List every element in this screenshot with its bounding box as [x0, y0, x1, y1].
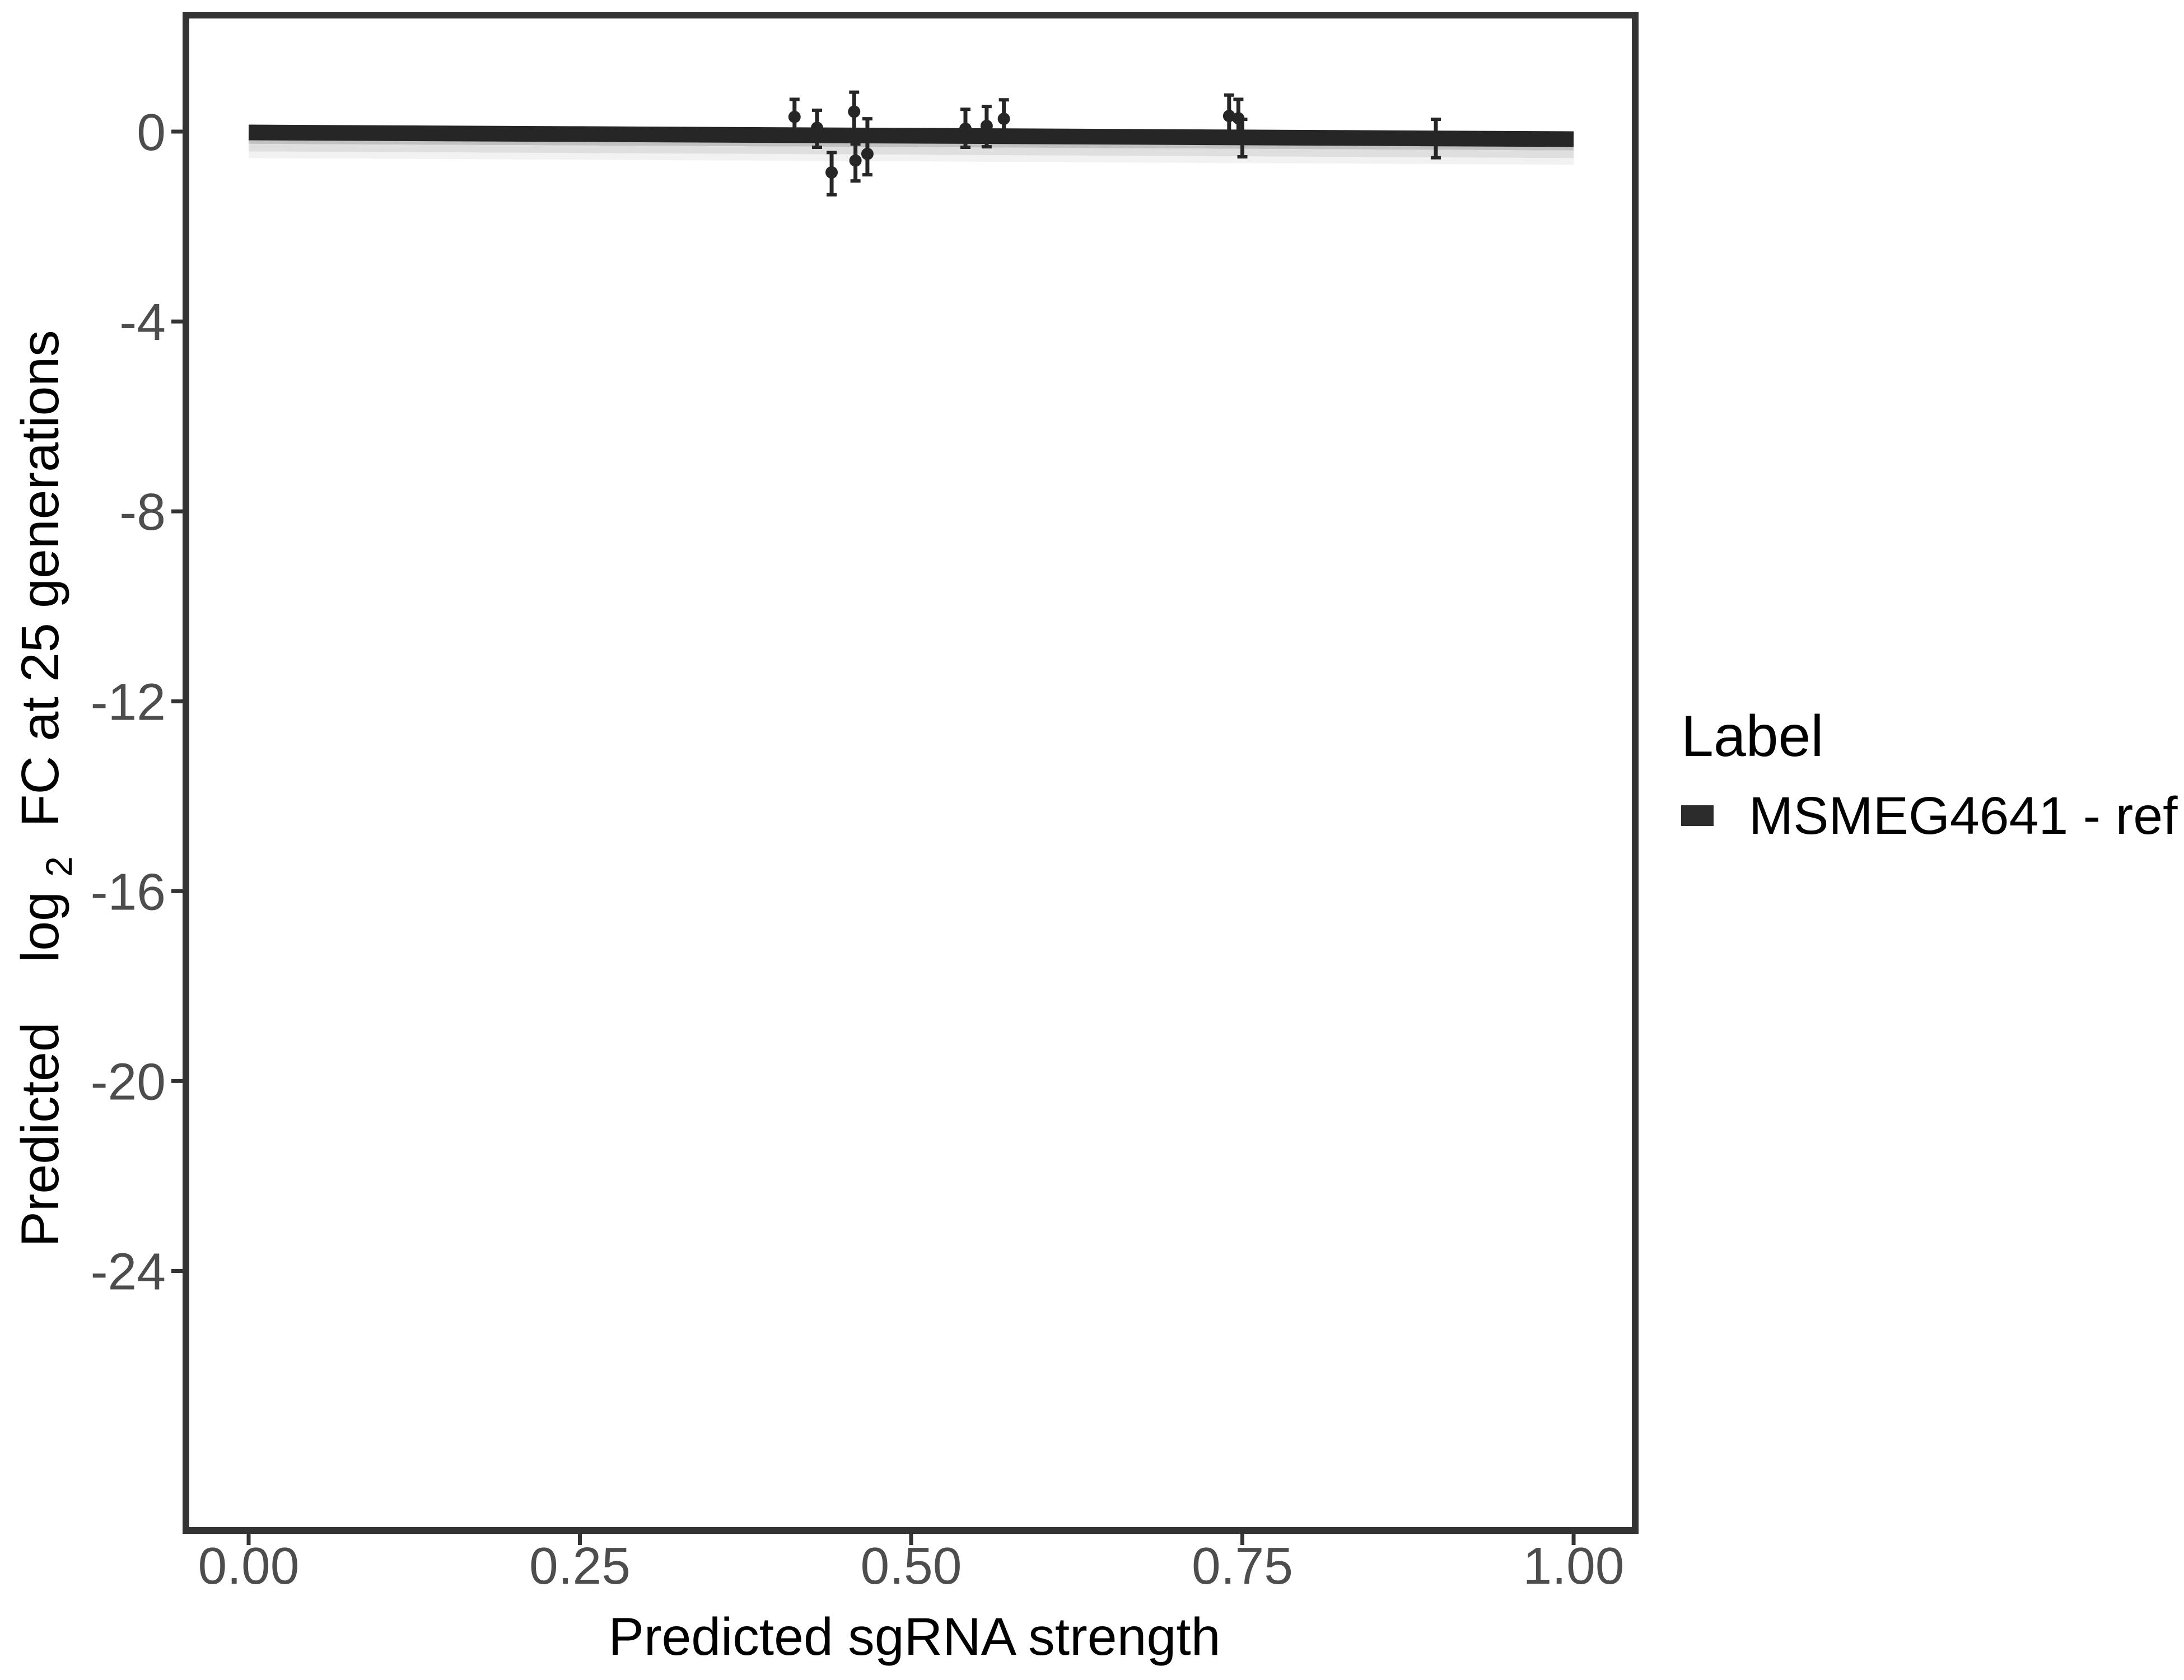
data-point	[1222, 110, 1235, 123]
x-tick-label: 1.00	[1523, 1537, 1625, 1595]
point-range	[849, 142, 862, 183]
y-tick-label: -4	[119, 293, 166, 351]
y-axis-title-subscript: 2	[38, 856, 80, 877]
data-point	[825, 166, 838, 179]
point-range	[825, 151, 838, 197]
x-tick-label: 0.75	[1192, 1537, 1293, 1595]
points-layer	[788, 90, 1442, 197]
data-point	[788, 110, 801, 123]
point-range	[848, 90, 861, 134]
y-tick-label: 0	[137, 103, 166, 161]
x-tick-label: 0.00	[198, 1537, 299, 1595]
x-tick-label: 0.50	[860, 1537, 962, 1595]
legend-key-swatch	[1681, 805, 1714, 826]
x-axis: 0.00 0.25 0.50 0.75 1.00	[198, 1534, 1625, 1595]
y-tick-label: -24	[91, 1242, 166, 1300]
y-tick-label: -12	[91, 673, 166, 731]
data-point	[848, 105, 861, 118]
smooth-line	[248, 124, 1574, 147]
legend-entry: MSMEG4641 - ref	[1681, 786, 2178, 846]
panel-border	[183, 12, 1639, 1534]
data-point	[997, 113, 1010, 125]
y-tick-label: -20	[91, 1052, 166, 1110]
y-axis-title-part3: FC at 25 generations	[11, 330, 70, 827]
y-axis-title: Predicted log 2 FC at 25 generations	[11, 330, 83, 1247]
data-point	[849, 154, 862, 167]
legend-entry-label: MSMEG4641 - ref	[1749, 786, 2178, 846]
legend-title: Label	[1681, 704, 1823, 769]
data-point	[861, 147, 874, 160]
ci-ribbon-band	[248, 151, 1574, 165]
y-tick-label: -8	[119, 483, 166, 541]
x-tick-label: 0.25	[529, 1537, 631, 1595]
legend: Label MSMEG4641 - ref	[1681, 704, 2178, 846]
x-axis-title: Predicted sgRNA strength	[608, 1607, 1220, 1667]
y-tick-label: -16	[91, 862, 166, 921]
panel-border-layer	[183, 12, 1639, 1534]
y-axis-title-part2: log	[11, 892, 70, 963]
y-axis: 0 -4 -8 -12 -16 -20 -24	[91, 103, 183, 1300]
y-axis-title-part1: Predicted	[11, 1022, 70, 1247]
smooth-line-layer	[248, 124, 1574, 147]
